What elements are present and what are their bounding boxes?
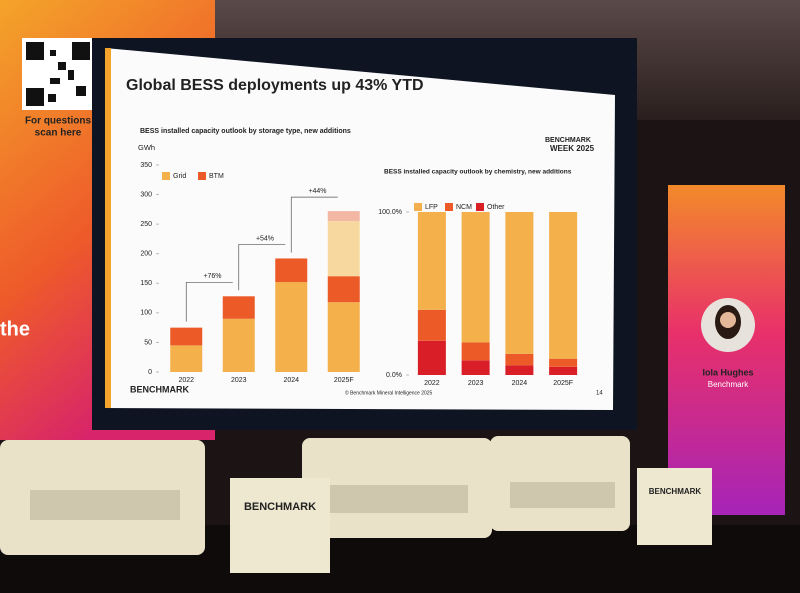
legend-label: Grid bbox=[173, 173, 186, 180]
x-tick-label: 2025F bbox=[553, 380, 573, 387]
chair-seats bbox=[30, 482, 615, 520]
y-tick-label: 50 bbox=[144, 339, 152, 346]
growth-label: +54% bbox=[256, 235, 274, 242]
x-tick-label: 2024 bbox=[512, 380, 528, 387]
legend-label: NCM bbox=[456, 204, 472, 211]
screen-word: the bbox=[0, 318, 30, 340]
y-tick-label: 0.0% bbox=[386, 372, 402, 379]
legend-label: Other bbox=[487, 204, 505, 211]
legend-swatch bbox=[162, 172, 170, 180]
speaker-company: Benchmark bbox=[708, 380, 749, 389]
qr-pattern bbox=[26, 42, 90, 106]
bar-segment bbox=[461, 342, 490, 361]
speaker-face bbox=[720, 312, 736, 328]
qr-caption: scan here bbox=[35, 128, 82, 139]
qr-caption: For questions bbox=[25, 116, 92, 127]
bar-segment bbox=[222, 296, 255, 319]
x-tick-label: 2022 bbox=[178, 377, 194, 384]
x-tick-label: 2025F bbox=[334, 377, 354, 384]
x-tick-label: 2022 bbox=[424, 380, 440, 387]
bar-segment bbox=[327, 211, 360, 222]
bar-segment bbox=[222, 318, 255, 372]
bar-segment bbox=[327, 302, 360, 372]
x-tick-label: 2024 bbox=[283, 377, 299, 384]
y-tick-label: 150 bbox=[140, 280, 152, 287]
event-logo: BENCHMARK bbox=[545, 137, 591, 144]
legend-swatch bbox=[414, 203, 422, 211]
podium-logo: BENCHMARK bbox=[649, 487, 702, 496]
bar-segment bbox=[327, 221, 360, 277]
chart-title: BESS installed capacity outlook by stora… bbox=[140, 128, 351, 135]
y-tick-label: 350 bbox=[140, 162, 152, 169]
bar-segment bbox=[461, 212, 490, 343]
y-tick-label: 100 bbox=[140, 310, 152, 317]
legend-swatch bbox=[445, 203, 453, 211]
growth-bracket bbox=[185, 281, 233, 322]
y-tick-label: 0 bbox=[148, 369, 152, 376]
slide-edge bbox=[105, 48, 111, 408]
bar-segment bbox=[327, 276, 360, 303]
speaker-name: Iola Hughes bbox=[702, 367, 753, 377]
bar-segment bbox=[505, 353, 534, 366]
copyright: © Benchmark Mineral Intelligence 2025 bbox=[345, 389, 433, 396]
growth-label: +76% bbox=[203, 273, 221, 280]
bar-segment bbox=[170, 345, 203, 372]
bar-segment bbox=[549, 366, 578, 375]
legend-swatch bbox=[476, 203, 484, 211]
bar-segment bbox=[505, 212, 534, 354]
slide-title: Global BESS deployments up 43% YTD bbox=[126, 77, 424, 94]
chart-title: BESS installed capacity outlook by chemi… bbox=[384, 169, 572, 176]
bar-segment bbox=[417, 309, 446, 341]
legend-label: LFP bbox=[425, 204, 438, 211]
y-tick-label: 100.0% bbox=[378, 209, 402, 216]
legend-swatch bbox=[198, 172, 206, 180]
bar-segment bbox=[417, 212, 446, 310]
bar-segment bbox=[549, 212, 578, 359]
bar-segment bbox=[417, 340, 446, 375]
podium-logo: BENCHMARK bbox=[244, 501, 316, 513]
bar-segment bbox=[275, 282, 308, 372]
x-tick-label: 2023 bbox=[468, 380, 484, 387]
page-number: 14 bbox=[596, 391, 603, 397]
bar-segment bbox=[275, 258, 308, 283]
growth-bracket bbox=[238, 244, 286, 291]
podium bbox=[637, 468, 712, 545]
y-tick-label: 300 bbox=[140, 191, 152, 198]
y-tick-label: 200 bbox=[140, 251, 152, 258]
growth-label: +44% bbox=[308, 188, 326, 195]
growth-bracket bbox=[290, 196, 338, 253]
bar-segment bbox=[170, 327, 203, 346]
y-tick-label: 250 bbox=[140, 221, 152, 228]
podium bbox=[230, 478, 330, 573]
footer-logo: BENCHMARK bbox=[130, 384, 189, 394]
bar-segment bbox=[549, 358, 578, 367]
bar-segment bbox=[505, 365, 534, 375]
legend-label: BTM bbox=[209, 173, 224, 180]
y-axis-label: GWh bbox=[138, 143, 155, 152]
event-logo: WEEK 2025 bbox=[550, 144, 595, 153]
bar-segment bbox=[461, 360, 490, 375]
x-tick-label: 2023 bbox=[231, 377, 247, 384]
